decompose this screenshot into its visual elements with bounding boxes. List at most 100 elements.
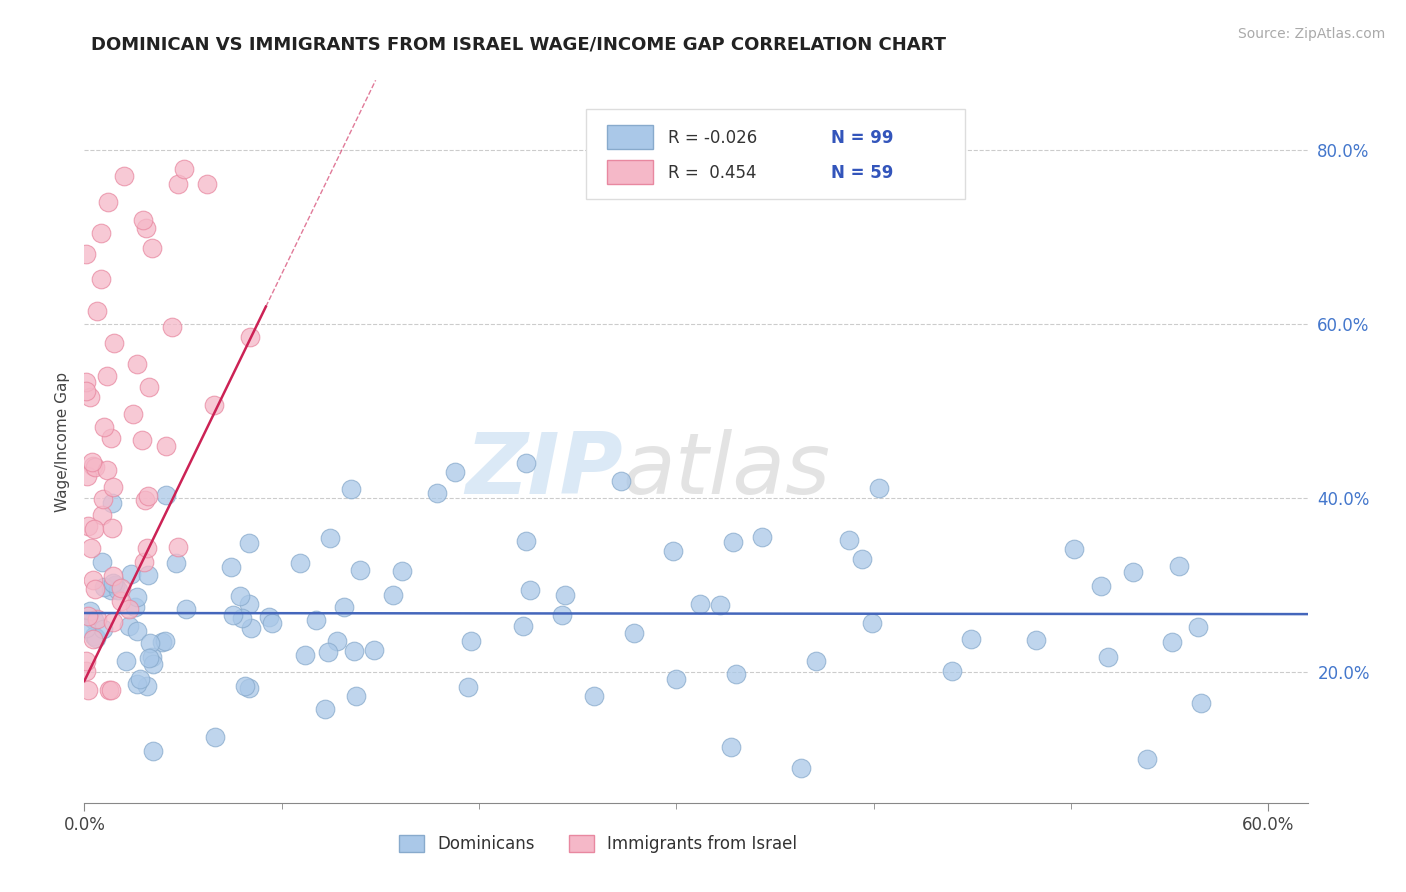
Point: [97, 682, 120, 697]
Point: [90, 272, 112, 286]
Point: [114, 654, 136, 668]
Point: [689, 597, 711, 611]
Point: [457, 680, 479, 694]
Legend: Dominicans, Immigrants from Israel: Dominicans, Immigrants from Israel: [392, 828, 804, 860]
Point: [344, 689, 367, 703]
Point: [100, 682, 122, 697]
Point: [363, 643, 385, 657]
Point: [202, 398, 225, 412]
Point: [332, 600, 354, 615]
Point: [76, 519, 98, 533]
Point: [195, 177, 218, 191]
Point: [135, 541, 157, 555]
Point: [120, 567, 142, 582]
Point: [112, 169, 135, 183]
Point: [118, 601, 141, 615]
Point: [122, 407, 145, 421]
Point: [165, 556, 187, 570]
Point: [139, 636, 162, 650]
Point: [153, 634, 176, 648]
Point: [135, 679, 157, 693]
Point: [709, 599, 731, 613]
Point: [90, 226, 112, 240]
Point: [100, 496, 122, 510]
Point: [1161, 635, 1184, 649]
Point: [721, 535, 744, 549]
Point: [316, 645, 339, 659]
Point: [1063, 542, 1085, 557]
Text: N = 99: N = 99: [831, 129, 893, 147]
Point: [86, 612, 108, 626]
Point: [135, 221, 157, 235]
Point: [554, 588, 576, 602]
Point: [515, 533, 537, 548]
Point: [125, 357, 148, 371]
Text: DOMINICAN VS IMMIGRANTS FROM ISRAEL WAGE/INCOME GAP CORRELATION CHART: DOMINICAN VS IMMIGRANTS FROM ISRAEL WAGE…: [91, 36, 946, 54]
Point: [101, 480, 124, 494]
Point: [138, 651, 160, 665]
Point: [125, 591, 148, 605]
Point: [75, 664, 97, 678]
Point: [110, 593, 132, 607]
Point: [141, 743, 163, 757]
FancyBboxPatch shape: [606, 125, 654, 149]
Point: [851, 552, 873, 566]
Point: [129, 672, 152, 686]
Point: [343, 644, 366, 658]
Point: [222, 608, 245, 623]
Point: [77, 609, 100, 624]
Point: [132, 212, 155, 227]
Point: [515, 456, 537, 470]
Point: [804, 654, 827, 668]
Y-axis label: Wage/Income Gap: Wage/Income Gap: [55, 371, 70, 512]
Point: [124, 599, 146, 614]
Point: [155, 439, 177, 453]
Text: atlas: atlas: [623, 429, 831, 512]
Point: [1122, 565, 1144, 579]
Point: [294, 648, 316, 662]
Point: [141, 241, 163, 255]
Point: [238, 535, 260, 549]
Point: [314, 702, 336, 716]
Text: R =  0.454: R = 0.454: [668, 164, 756, 182]
Point: [661, 543, 683, 558]
Point: [83, 613, 105, 627]
Point: [444, 465, 467, 479]
Point: [512, 618, 534, 632]
Point: [238, 681, 260, 695]
Point: [118, 618, 141, 632]
Point: [160, 319, 183, 334]
Point: [101, 575, 124, 590]
Point: [623, 626, 645, 640]
Point: [167, 541, 190, 555]
Point: [75, 654, 97, 668]
Point: [173, 161, 195, 176]
Point: [665, 672, 688, 686]
Point: [724, 667, 747, 681]
Point: [107, 583, 129, 598]
Point: [77, 682, 100, 697]
Point: [136, 489, 159, 503]
Point: [860, 615, 883, 630]
Point: [93, 580, 115, 594]
Point: [239, 621, 262, 635]
Point: [262, 615, 284, 630]
Point: [125, 677, 148, 691]
Point: [349, 563, 371, 577]
Point: [101, 615, 124, 630]
Point: [610, 474, 633, 488]
Point: [136, 567, 159, 582]
Point: [1187, 620, 1209, 634]
Point: [305, 613, 328, 627]
Point: [1090, 579, 1112, 593]
Point: [96, 463, 118, 477]
Point: [229, 590, 252, 604]
Point: [100, 583, 122, 598]
Point: [583, 690, 606, 704]
Point: [79, 390, 101, 404]
Point: [76, 469, 98, 483]
Point: [82, 632, 104, 647]
Point: [80, 541, 103, 555]
Point: [239, 330, 262, 344]
Point: [1025, 632, 1047, 647]
